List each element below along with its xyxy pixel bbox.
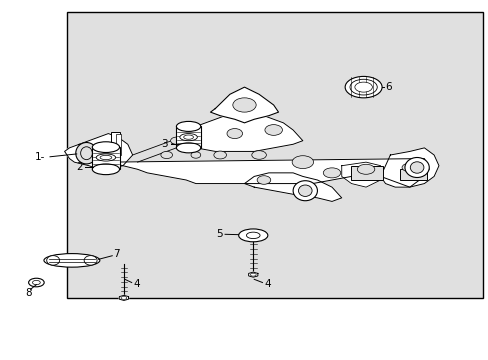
Ellipse shape [345,76,381,98]
Ellipse shape [100,156,112,159]
Bar [92,147,119,169]
Text: 2: 2 [76,162,83,172]
Polygon shape [341,162,380,187]
Polygon shape [119,295,128,301]
Ellipse shape [29,278,44,287]
Ellipse shape [191,152,201,158]
Ellipse shape [238,229,267,242]
Polygon shape [380,148,438,187]
Ellipse shape [226,129,242,139]
Bar [111,132,119,155]
Ellipse shape [176,143,201,153]
Ellipse shape [349,79,376,95]
Ellipse shape [47,256,60,265]
Ellipse shape [323,168,340,178]
Bar [176,126,201,148]
Text: 7: 7 [113,249,120,259]
Ellipse shape [401,163,417,172]
Text: 4: 4 [133,279,140,289]
Polygon shape [244,173,341,202]
Ellipse shape [161,152,172,158]
Ellipse shape [257,176,270,184]
Ellipse shape [246,232,260,239]
Ellipse shape [92,164,119,175]
Ellipse shape [170,137,182,144]
Ellipse shape [250,273,256,276]
Ellipse shape [404,157,428,177]
Ellipse shape [354,82,372,92]
Ellipse shape [291,156,313,168]
Ellipse shape [292,181,317,201]
Polygon shape [248,272,257,277]
Ellipse shape [409,162,423,173]
Ellipse shape [357,164,374,174]
Ellipse shape [81,147,92,159]
Ellipse shape [32,280,40,285]
Ellipse shape [176,121,201,131]
Text: 1-: 1- [35,152,45,162]
Ellipse shape [264,125,282,135]
Ellipse shape [180,134,197,141]
Bar [67,12,482,298]
Text: 6: 6 [385,82,391,92]
Ellipse shape [213,151,226,159]
Ellipse shape [251,151,266,159]
Polygon shape [64,134,132,169]
Ellipse shape [84,256,97,265]
Bar [116,134,120,155]
Ellipse shape [183,135,193,139]
Text: 3: 3 [161,139,168,149]
Ellipse shape [76,143,97,164]
Ellipse shape [121,296,126,299]
Polygon shape [171,109,302,152]
Ellipse shape [92,142,119,153]
Bar [399,168,426,180]
Bar [351,166,382,180]
Text: 8: 8 [25,288,31,297]
Polygon shape [108,158,428,187]
Ellipse shape [298,185,311,197]
Ellipse shape [96,154,116,161]
Text: 5: 5 [216,229,222,239]
Polygon shape [210,87,278,123]
Ellipse shape [44,253,100,267]
Ellipse shape [232,98,256,112]
Text: 4: 4 [264,279,270,289]
